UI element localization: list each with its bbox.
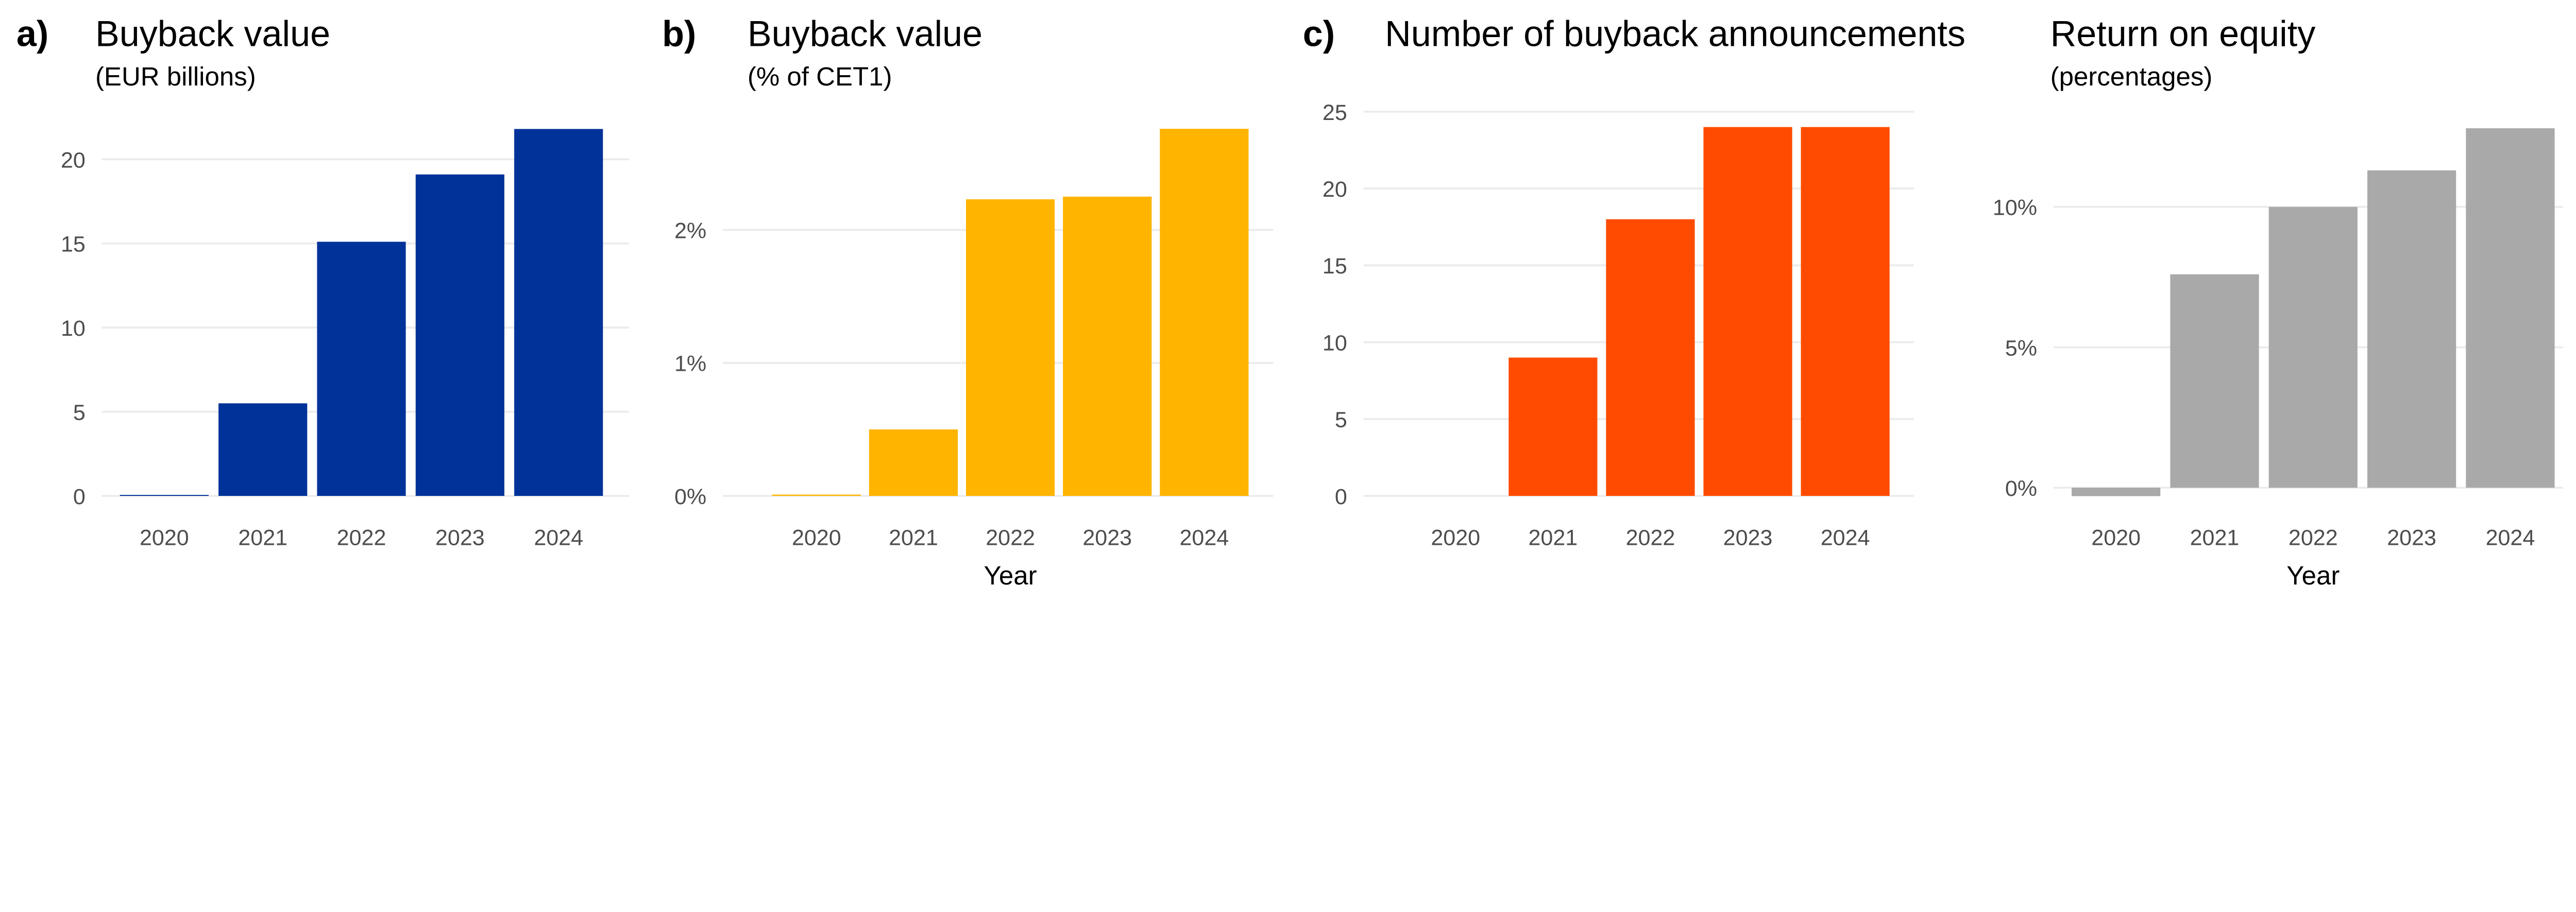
x-tick-label: 2023 [435, 526, 485, 550]
figure: a) Buyback value (EUR billions) 0 5 10 15 20 202… [16, 13, 2563, 590]
y-tick-label: 10 [1323, 331, 1347, 355]
y-tick-label: 1% [674, 352, 706, 376]
y-tick-label: 20 [1323, 177, 1347, 202]
bar-2021 [869, 429, 958, 496]
y-tick-label: 15 [1323, 254, 1347, 279]
bar-2023 [1703, 127, 1792, 496]
bar-2021 [1509, 357, 1598, 496]
x-tick-label: 2022 [1626, 526, 1675, 550]
y-tick-label: 10% [1993, 196, 2037, 220]
x-axis-title: Year [984, 561, 1037, 590]
x-tick-label: 2021 [1528, 526, 1578, 550]
y-tick-label: 0% [674, 485, 706, 509]
y-tick-label: 20 [61, 148, 86, 173]
panel-label: c) [1303, 13, 1335, 54]
bar-2023 [415, 174, 504, 496]
panel-title: Buyback value [95, 13, 330, 54]
x-tick-label: 2021 [889, 526, 938, 550]
bar-2023 [1063, 196, 1152, 496]
bar-2021 [218, 403, 308, 496]
x-tick-label: 2022 [2289, 526, 2338, 550]
x-tick-label: 2024 [2486, 526, 2535, 550]
panel-title: Buyback value [748, 13, 982, 54]
panel-title: Number of buyback announcements [1385, 13, 1965, 54]
chart-figure: a) Buyback value(EUR billions)05101520202… [16, 13, 2563, 590]
y-tick-label: 5 [73, 401, 86, 425]
x-tick-label: 2024 [1180, 526, 1229, 550]
x-tick-label: 2020 [1431, 526, 1480, 550]
bar-2020 [2072, 488, 2161, 496]
x-tick-label: 2023 [1723, 526, 1773, 550]
x-tick-label: 2024 [1821, 526, 1870, 550]
x-tick-label: 2020 [2091, 526, 2141, 550]
panel-label: b) [662, 13, 696, 54]
y-tick-label: 15 [61, 232, 86, 257]
bar-2022 [1606, 219, 1695, 496]
y-tick-label: 5% [2005, 336, 2037, 360]
bar-2024 [2466, 128, 2555, 488]
y-tick-label: 10 [61, 316, 86, 341]
bar-2021 [2170, 274, 2259, 488]
panel-subtitle: (percentages) [2050, 62, 2213, 91]
panel-subtitle: (EUR billions) [95, 62, 256, 91]
bar-2022 [965, 199, 1055, 496]
bar-2020 [772, 494, 861, 496]
bar-2022 [2268, 207, 2358, 488]
y-tick-label: 5 [1335, 408, 1347, 433]
bar-2024 [1801, 127, 1890, 496]
x-tick-label: 2021 [2190, 526, 2240, 550]
x-tick-label: 2022 [337, 526, 386, 550]
bar-2024 [1160, 129, 1249, 496]
panel-title: Return on equity [2050, 13, 2316, 54]
y-tick-label: 0% [2005, 476, 2037, 501]
bar-2024 [514, 129, 603, 496]
x-tick-label: 2022 [986, 526, 1035, 550]
x-tick-label: 2023 [2387, 526, 2436, 550]
y-tick-label: 0 [1335, 485, 1347, 509]
panel-label: a) [16, 13, 48, 54]
y-tick-label: 0 [73, 485, 86, 509]
panel-subtitle: (% of CET1) [748, 62, 892, 91]
x-tick-label: 2020 [792, 526, 841, 550]
y-tick-label: 25 [1323, 100, 1347, 125]
bar-2023 [2367, 170, 2456, 488]
bar-2020 [120, 495, 209, 496]
x-tick-label: 2021 [238, 526, 287, 550]
bar-2022 [317, 242, 406, 496]
x-tick-label: 2020 [140, 526, 189, 550]
x-tick-label: 2023 [1082, 526, 1132, 550]
y-tick-label: 2% [674, 218, 706, 243]
x-axis-title: Year [2286, 561, 2340, 590]
x-tick-label: 2024 [534, 526, 583, 550]
